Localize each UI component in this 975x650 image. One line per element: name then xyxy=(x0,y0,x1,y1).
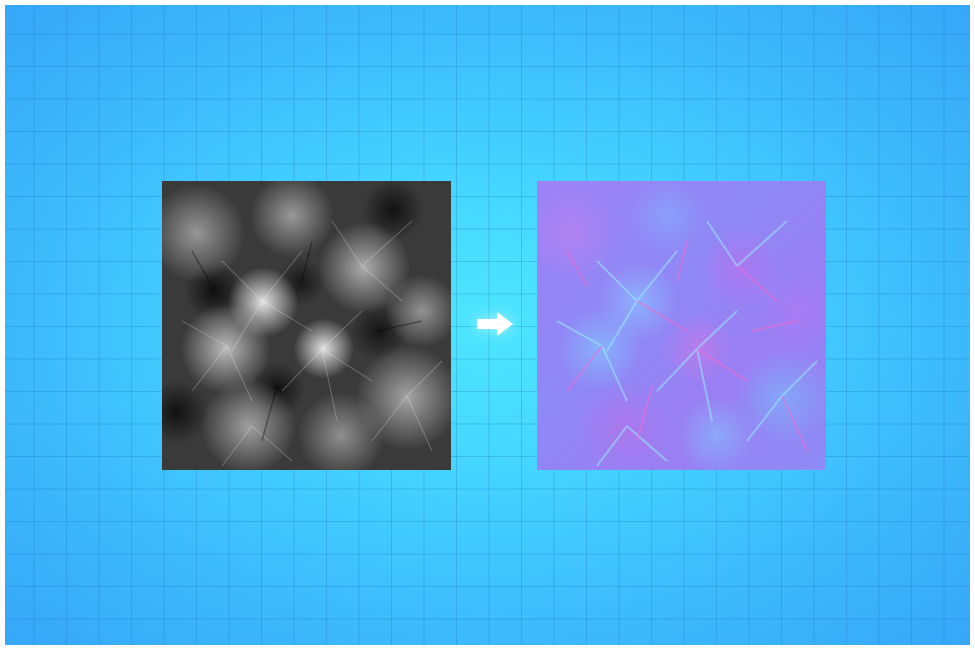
canvas-background xyxy=(5,5,970,645)
normal-map-image xyxy=(537,181,826,470)
heightmap-image xyxy=(162,181,451,470)
heightmap-ridges xyxy=(181,220,443,467)
normal-map-relief xyxy=(556,220,818,467)
arrow-right-icon xyxy=(477,312,513,336)
